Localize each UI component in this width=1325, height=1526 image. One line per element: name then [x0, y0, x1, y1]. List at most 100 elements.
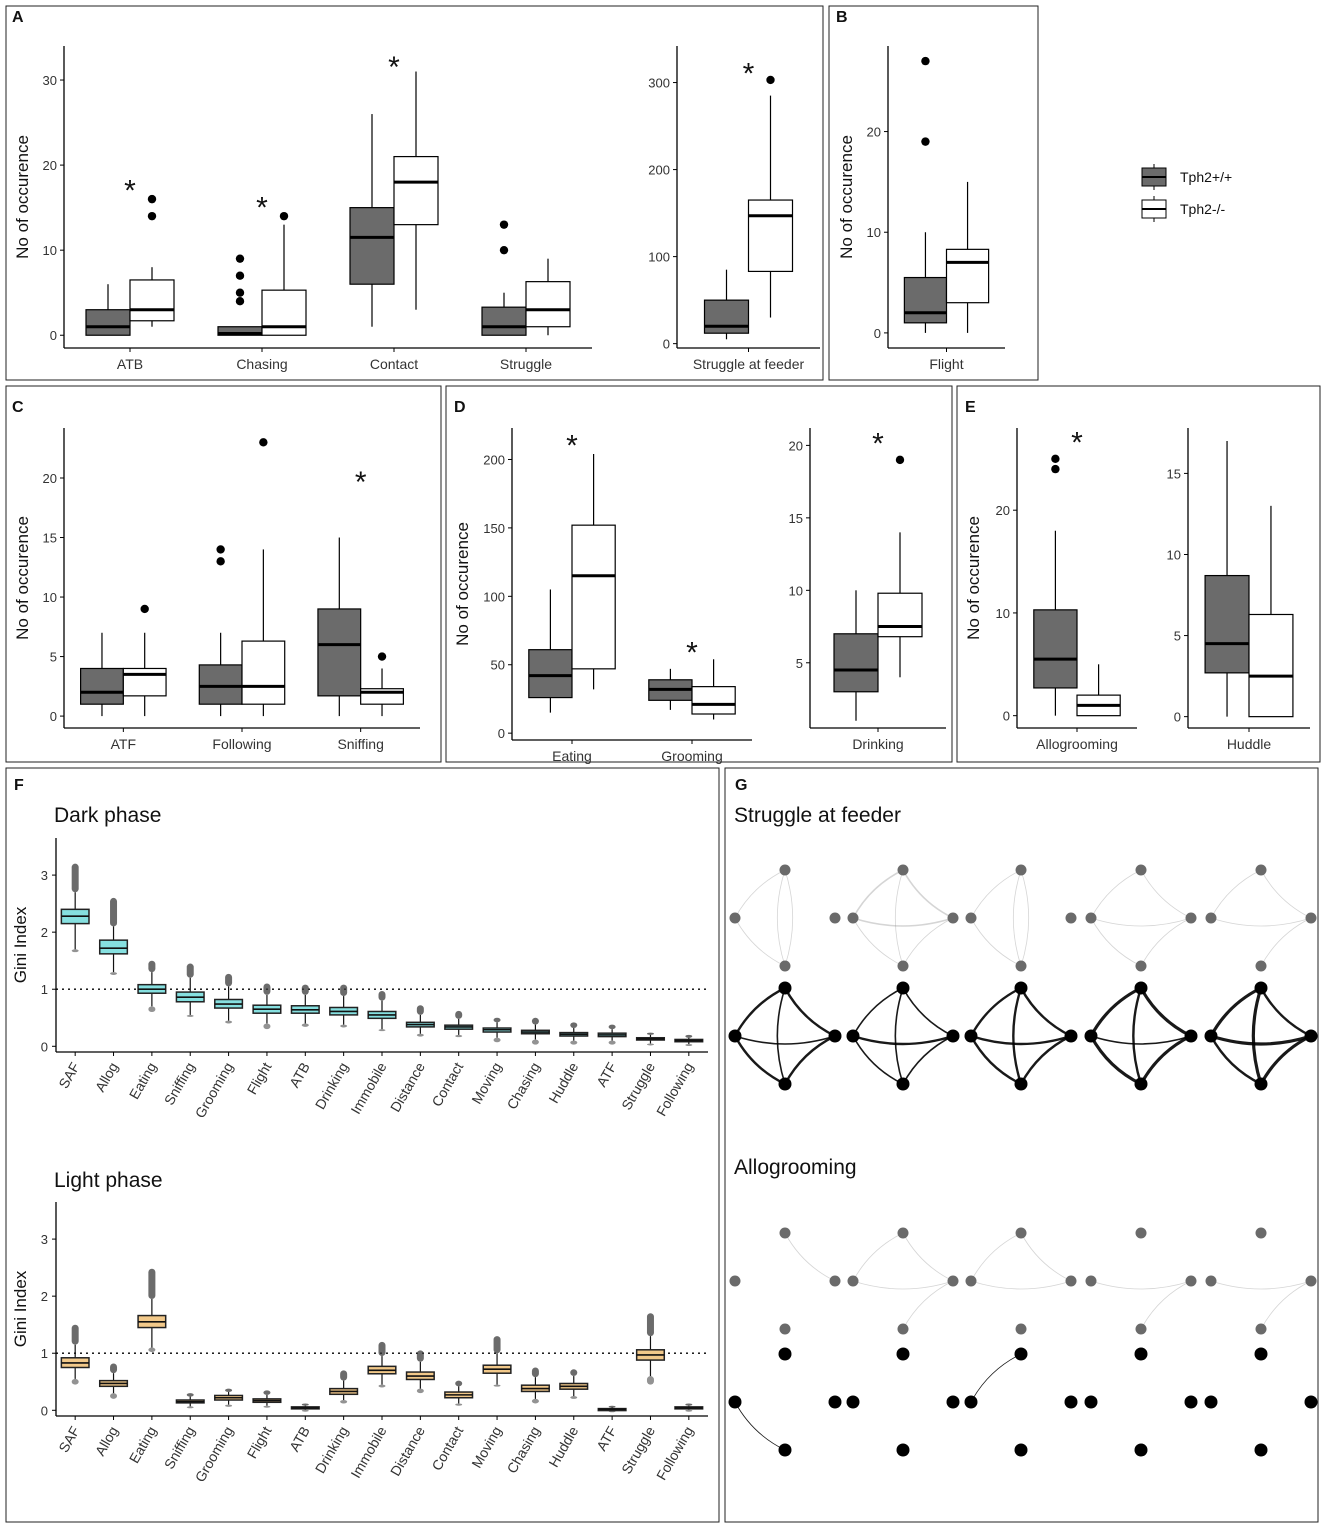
network-edge: [1019, 1034, 1072, 1085]
x-tick-label: Drinking: [312, 1060, 352, 1112]
box-wt: [217, 254, 263, 336]
significance-star: *: [1071, 426, 1083, 459]
y-tick-label: 0: [41, 1403, 48, 1418]
box-iqr: [349, 207, 395, 285]
x-tick-label: Chasing: [503, 1060, 543, 1112]
outlier-cluster-high: [455, 1010, 463, 1019]
phase-title: Light phase: [54, 1169, 163, 1192]
network-node: [728, 1395, 742, 1409]
y-tick-label: 0: [874, 326, 881, 341]
y-tick-label: 200: [483, 452, 505, 467]
box-wt: [1204, 440, 1250, 717]
network-node: [1204, 1395, 1218, 1409]
network-node: [947, 912, 959, 924]
outlier-cluster-low: [455, 1403, 463, 1406]
outlier-point: [235, 297, 245, 306]
outlier-cluster-high: [71, 1324, 79, 1345]
box-ko: [129, 194, 175, 327]
network-node: [1135, 1323, 1147, 1335]
outlier-cluster-low: [340, 1024, 348, 1028]
x-tick-label: Sniffing: [161, 1424, 198, 1472]
gini-box: [520, 1367, 550, 1404]
network-edge: [1139, 1034, 1192, 1085]
significance-star: *: [355, 466, 367, 499]
y-tick-label: 0: [41, 1039, 48, 1054]
outlier-cluster-low: [110, 972, 118, 975]
gini-box: [482, 1017, 512, 1043]
network-node: [1084, 1029, 1098, 1043]
outlier-point: [147, 211, 157, 221]
x-tick-label: Contact: [370, 356, 418, 372]
outlier-cluster-high: [455, 1380, 463, 1387]
network-graph: [965, 864, 1077, 972]
network-edge: [1019, 987, 1072, 1038]
x-tick-label: Flight: [929, 356, 963, 372]
significance-star: *: [872, 428, 884, 461]
box-iqr: [80, 667, 124, 705]
network-node: [947, 1275, 959, 1287]
network-node: [1065, 1275, 1077, 1287]
network-node: [1065, 912, 1077, 924]
network-graph: [964, 981, 1078, 1091]
network-node: [964, 1029, 978, 1043]
box-iqr: [703, 299, 750, 334]
box-ko: [393, 71, 439, 310]
network-node: [778, 1347, 792, 1361]
network-node: [846, 1395, 860, 1409]
network-edge: [734, 1401, 786, 1451]
x-tick-label: Huddle: [1227, 736, 1272, 752]
significance-star: *: [256, 191, 268, 224]
x-tick-label: ATB: [286, 1424, 313, 1455]
legend-item-wt: Tph2+/+: [1141, 164, 1232, 190]
outlier-cluster-low: [110, 1393, 118, 1399]
network-node: [1135, 1227, 1147, 1239]
panel-label-f: F: [14, 777, 24, 794]
network-node: [847, 912, 859, 924]
box-iqr: [945, 248, 990, 304]
x-tick-label: Moving: [468, 1060, 504, 1107]
box-wt: [481, 220, 527, 336]
network-node: [779, 864, 791, 876]
network-node: [729, 912, 741, 924]
gini-box: [290, 984, 320, 1027]
network-node: [779, 960, 791, 972]
network-node: [964, 1395, 978, 1409]
y-tick-label: 30: [43, 73, 57, 88]
chart-A2: 0 100 200 300 Struggle at feeder *: [648, 46, 820, 372]
network-node: [846, 1029, 860, 1043]
y-tick-label: 20: [43, 471, 57, 486]
outlier-cluster-high: [110, 897, 118, 927]
gini-box: [674, 1403, 704, 1412]
network-node: [778, 1443, 792, 1457]
chart-D2: 5 10 15 20 Drinking *: [789, 428, 946, 752]
outlier-cluster-high: [646, 1032, 654, 1035]
outlier-point: [921, 137, 930, 146]
outlier-cluster-high: [225, 1388, 233, 1393]
network-node: [965, 1275, 977, 1287]
network-node: [1015, 960, 1027, 972]
box-wt: [317, 537, 362, 717]
y-tick-label: 20: [43, 158, 57, 173]
x-tick-label: Following: [212, 736, 271, 752]
gini-box: [367, 990, 397, 1032]
network-node: [1084, 1395, 1098, 1409]
x-tick-label: Chasing: [236, 356, 287, 372]
network-node: [1135, 864, 1147, 876]
box-wt: [528, 589, 573, 713]
network-edge: [852, 869, 904, 919]
network-edge: [1139, 987, 1192, 1038]
network-graph: [1085, 1227, 1197, 1335]
network-node: [1254, 981, 1268, 995]
outlier-cluster-high: [378, 1341, 386, 1357]
x-tick-label: Contact: [428, 1423, 466, 1473]
outlier-cluster-high: [416, 1350, 424, 1362]
outlier-point: [766, 75, 775, 85]
box-wt: [349, 114, 395, 327]
y-tick-label: 1: [41, 1346, 48, 1361]
network-edge: [784, 1232, 836, 1282]
box-wt: [85, 284, 131, 336]
x-tick-label: ATB: [117, 356, 143, 372]
